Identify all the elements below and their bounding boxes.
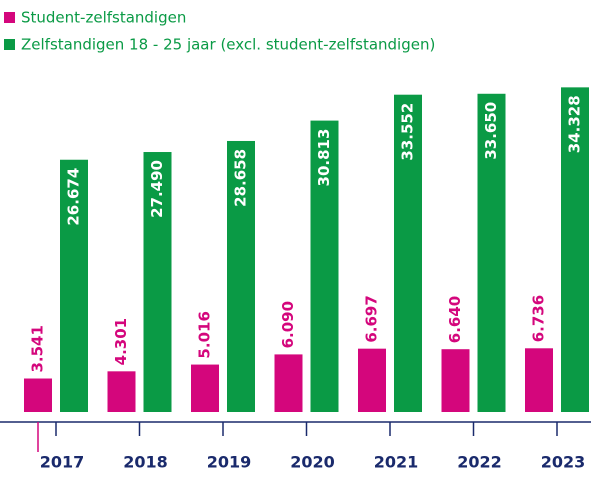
bar <box>394 94 422 412</box>
x-tick-label: 2018 <box>123 453 168 472</box>
value-label: 3.541 <box>29 325 47 372</box>
x-tick-label: 2021 <box>374 453 419 472</box>
bar <box>107 371 136 412</box>
bar <box>143 152 172 413</box>
value-label: 27.490 <box>148 160 166 218</box>
bar <box>60 159 88 412</box>
bar <box>561 87 589 413</box>
x-tick-label: 2023 <box>541 453 586 472</box>
value-label: 33.650 <box>482 102 500 160</box>
bar <box>441 349 470 412</box>
legend-label: Zelfstandigen 18 - 25 jaar (excl. studen… <box>21 36 435 54</box>
bar <box>525 348 553 412</box>
x-tick-label: 2017 <box>40 453 85 472</box>
bar <box>274 354 303 412</box>
bar <box>358 348 386 412</box>
legend-swatch <box>4 39 15 50</box>
bar <box>24 378 52 412</box>
value-label: 28.658 <box>232 149 250 207</box>
legend-swatch <box>4 12 15 23</box>
bar <box>227 140 255 412</box>
value-label: 33.552 <box>399 103 417 161</box>
value-label: 6.640 <box>446 296 464 343</box>
value-label: 26.674 <box>65 168 83 226</box>
value-label: 6.090 <box>279 301 297 348</box>
value-label: 5.016 <box>196 311 214 358</box>
value-label: 34.328 <box>566 95 584 153</box>
value-label: 6.697 <box>363 295 381 342</box>
value-label: 6.736 <box>530 295 548 342</box>
value-label: 4.301 <box>112 318 130 365</box>
legend-label: Student-zelfstandigen <box>21 9 186 27</box>
x-tick-label: 2022 <box>457 453 502 472</box>
value-label: 30.813 <box>315 129 333 187</box>
bar <box>310 120 339 413</box>
x-tick-label: 2019 <box>207 453 252 472</box>
bar <box>477 93 506 412</box>
x-tick-label: 2020 <box>290 453 335 472</box>
bar <box>191 364 219 412</box>
